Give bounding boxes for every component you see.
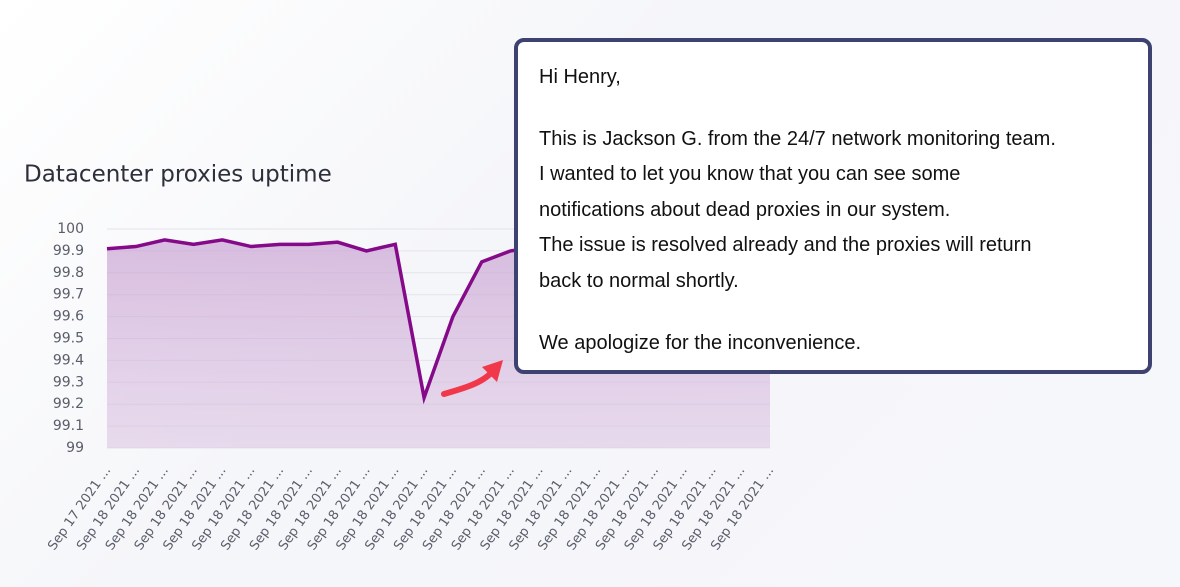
y-tick-label: 100	[57, 221, 84, 237]
closing: We apologize for the inconvenience.	[539, 331, 862, 354]
body-line: The issue is resolved already and the pr…	[539, 234, 1032, 257]
y-tick-label: 99.4	[53, 352, 84, 368]
greeting: Hi Henry,	[539, 66, 621, 88]
body-line: This is Jackson G. from the 24/7 network…	[539, 127, 1056, 150]
y-tick-label: 99.3	[53, 374, 84, 390]
arrow-head	[482, 360, 503, 382]
y-tick-label: 99.9	[53, 243, 84, 259]
spacer	[539, 96, 1148, 122]
arrow	[441, 369, 495, 397]
y-tick-label: 99.7	[53, 287, 84, 303]
y-tick-label: 99.1	[53, 418, 84, 434]
message-box: Hi Henry, This is Jackson G. from the 24…	[514, 38, 1152, 374]
body-line: back to normal shortly.	[539, 269, 739, 292]
spacer	[539, 300, 1148, 326]
chart-title: Datacenter proxies uptime	[24, 162, 332, 188]
y-tick-label: 99.5	[53, 331, 84, 347]
body-line: I wanted to let you know that you can se…	[539, 163, 961, 186]
y-tick-label: 99	[66, 440, 84, 456]
y-tick-label: 99.8	[53, 265, 84, 281]
y-tick-label: 99.6	[53, 309, 84, 325]
body-line: notifications about dead proxies in our …	[539, 198, 951, 221]
y-tick-label: 99.2	[53, 396, 84, 412]
